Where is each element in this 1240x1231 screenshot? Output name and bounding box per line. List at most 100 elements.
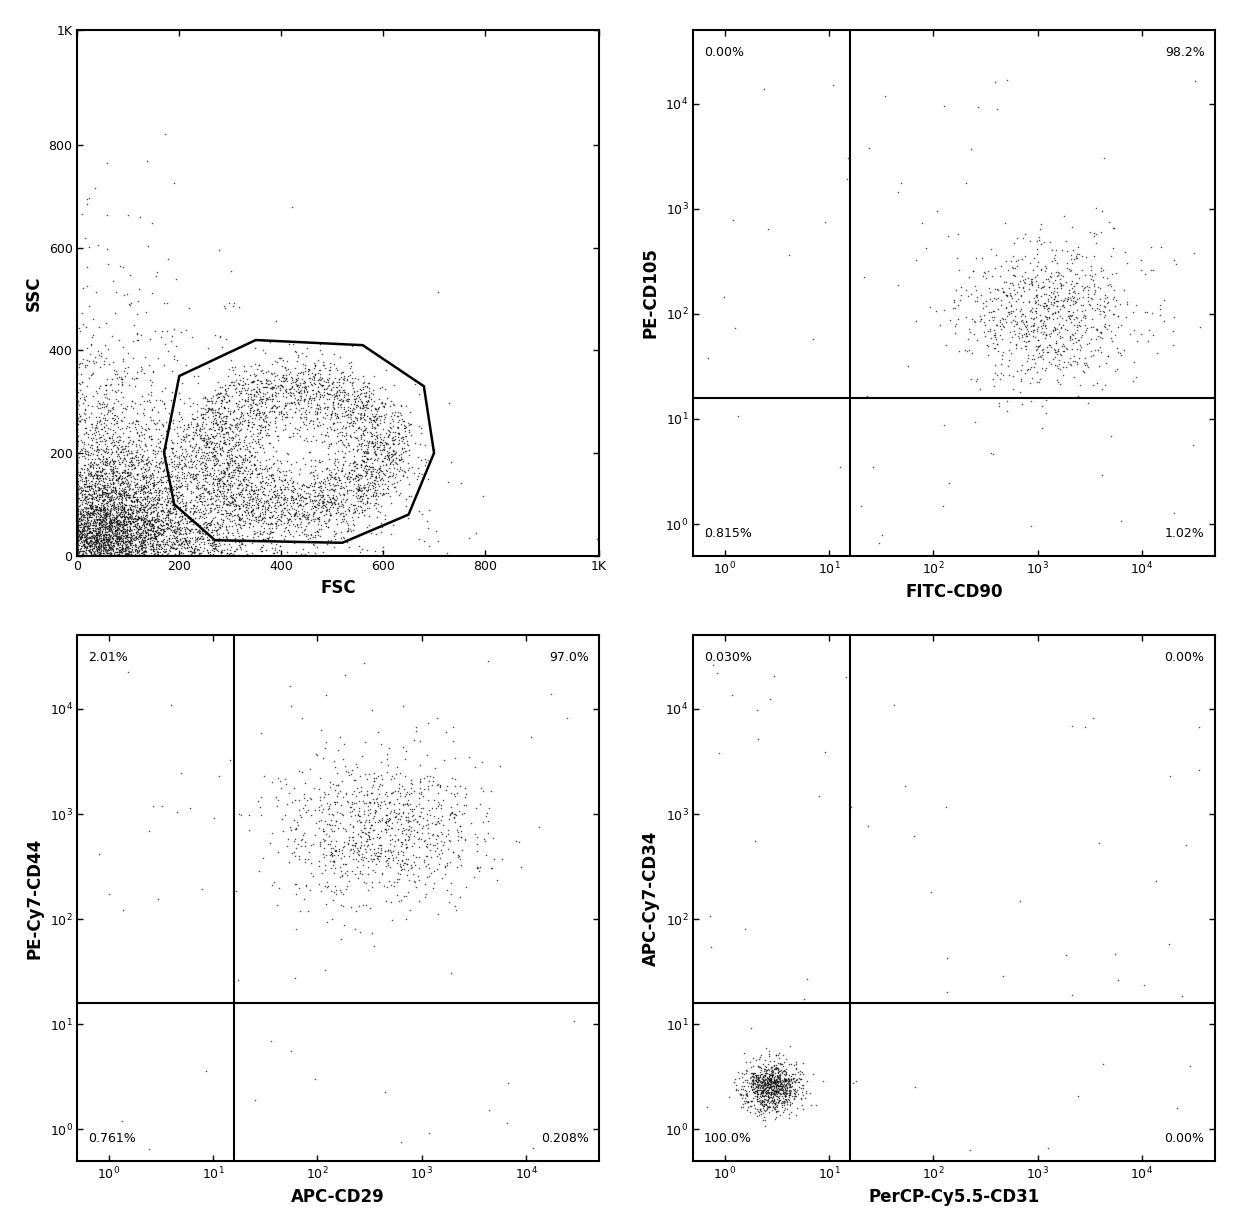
Point — [223, 422, 243, 442]
Point — [226, 542, 246, 561]
Point — [67, 495, 87, 515]
Point — [192, 419, 212, 438]
Point — [418, 451, 438, 470]
Point — [103, 511, 123, 531]
Point — [122, 491, 141, 511]
Point — [176, 469, 196, 489]
Point — [118, 534, 138, 554]
Point — [386, 478, 405, 497]
Point — [258, 513, 278, 533]
Point — [133, 533, 153, 553]
Point — [765, 1071, 785, 1091]
Point — [382, 404, 402, 423]
Point — [352, 412, 372, 432]
Point — [67, 531, 87, 550]
Point — [67, 506, 87, 526]
Point — [92, 484, 112, 503]
Point — [67, 447, 87, 467]
Point — [141, 496, 161, 516]
Point — [1132, 325, 1152, 345]
Point — [89, 539, 109, 559]
Point — [110, 465, 130, 485]
Point — [67, 527, 87, 547]
Point — [325, 481, 345, 501]
Point — [119, 521, 139, 540]
Point — [424, 862, 444, 881]
Point — [78, 492, 98, 512]
Point — [67, 529, 87, 549]
Point — [304, 835, 324, 854]
Point — [301, 389, 321, 409]
Point — [100, 502, 120, 522]
Point — [384, 800, 404, 820]
Point — [87, 382, 107, 401]
Point — [103, 497, 123, 517]
Point — [95, 545, 115, 565]
Point — [756, 1091, 776, 1110]
Point — [129, 411, 149, 431]
Point — [371, 843, 391, 863]
Point — [134, 497, 154, 517]
Point — [374, 792, 394, 811]
Point — [157, 495, 177, 515]
Point — [76, 540, 95, 560]
Point — [67, 508, 87, 528]
Point — [203, 538, 223, 558]
Point — [146, 508, 166, 528]
Point — [320, 778, 340, 798]
Point — [113, 518, 133, 538]
Point — [743, 1056, 763, 1076]
Point — [161, 455, 181, 475]
Point — [151, 494, 171, 513]
Point — [136, 545, 156, 565]
Point — [165, 512, 185, 532]
Point — [210, 433, 229, 453]
Point — [396, 767, 415, 787]
Point — [299, 842, 319, 862]
Point — [766, 1077, 786, 1097]
Point — [217, 460, 237, 480]
Point — [67, 499, 87, 518]
Point — [81, 531, 100, 550]
Point — [115, 538, 135, 558]
Point — [334, 362, 353, 382]
Point — [1095, 288, 1115, 308]
Point — [308, 410, 327, 430]
Point — [143, 495, 162, 515]
Point — [305, 745, 325, 764]
Point — [89, 407, 109, 427]
Point — [128, 403, 148, 422]
Point — [301, 396, 321, 416]
Point — [134, 463, 154, 483]
Point — [89, 487, 109, 507]
Point — [372, 810, 392, 830]
Point — [207, 486, 227, 506]
Point — [997, 286, 1017, 305]
Point — [93, 527, 113, 547]
Point — [79, 522, 99, 542]
Point — [324, 353, 343, 373]
Point — [69, 545, 89, 565]
Point — [67, 501, 87, 521]
Point — [429, 794, 449, 814]
Point — [203, 447, 223, 467]
Point — [68, 383, 88, 403]
Point — [174, 447, 193, 467]
Point — [746, 1083, 766, 1103]
Point — [372, 863, 392, 883]
Point — [118, 517, 138, 537]
Point — [314, 415, 334, 435]
Point — [393, 411, 413, 431]
Point — [1012, 299, 1032, 319]
Point — [773, 1080, 792, 1099]
Point — [360, 799, 379, 819]
Point — [114, 506, 134, 526]
Point — [114, 481, 134, 501]
Point — [79, 537, 99, 556]
Point — [243, 532, 263, 551]
Point — [68, 545, 88, 565]
Point — [198, 427, 218, 447]
Point — [92, 539, 112, 559]
Point — [1085, 276, 1105, 295]
Point — [274, 377, 294, 396]
